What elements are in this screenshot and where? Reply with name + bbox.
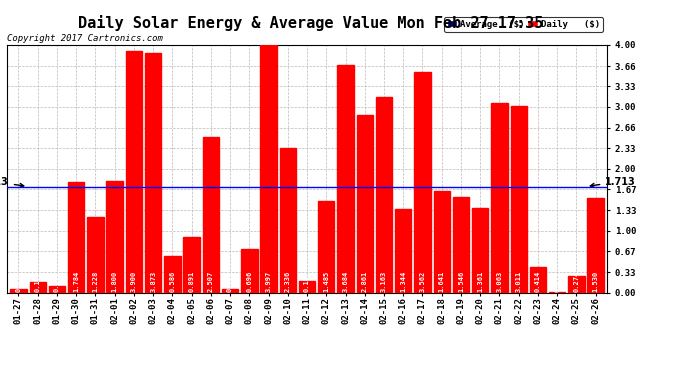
Text: 1.361: 1.361 [477, 271, 483, 292]
Text: 1.784: 1.784 [73, 271, 79, 292]
Text: 0.051: 0.051 [227, 271, 233, 292]
Text: 3.163: 3.163 [381, 271, 387, 292]
Text: 3.997: 3.997 [266, 271, 272, 292]
Text: 1.485: 1.485 [324, 271, 329, 292]
Bar [164, 256, 181, 292]
Bar [241, 249, 257, 292]
Bar [511, 106, 527, 292]
Bar [49, 286, 65, 292]
Text: 0.891: 0.891 [188, 271, 195, 292]
Bar [145, 53, 161, 292]
Bar [472, 208, 489, 292]
Bar [357, 116, 373, 292]
Text: 0.187: 0.187 [304, 271, 310, 292]
Text: 3.684: 3.684 [342, 271, 348, 292]
Text: 0.274: 0.274 [573, 271, 580, 292]
Bar [184, 237, 200, 292]
Bar [433, 191, 450, 292]
Bar [395, 209, 411, 292]
Text: 0.414: 0.414 [535, 271, 541, 292]
Bar [530, 267, 546, 292]
Text: 1.228: 1.228 [92, 271, 99, 292]
Text: 1.713: 1.713 [591, 177, 636, 187]
Bar [126, 51, 142, 292]
Text: 3.063: 3.063 [496, 271, 502, 292]
Bar [87, 216, 104, 292]
Text: 2.861: 2.861 [362, 271, 368, 292]
Bar [222, 290, 238, 292]
Text: 3.562: 3.562 [420, 271, 426, 292]
Bar [587, 198, 604, 292]
Bar [68, 182, 84, 292]
Text: 1.800: 1.800 [112, 271, 118, 292]
Bar [260, 45, 277, 292]
Text: 1.344: 1.344 [400, 271, 406, 292]
Text: 0.696: 0.696 [246, 271, 253, 292]
Bar [491, 103, 508, 292]
Bar [453, 197, 469, 292]
Bar [279, 148, 296, 292]
Text: 0.058: 0.058 [15, 271, 21, 292]
Bar [30, 282, 46, 292]
Bar [106, 181, 123, 292]
Text: 1.713: 1.713 [0, 177, 23, 187]
Legend: Average  ($), Daily   ($): Average ($), Daily ($) [444, 17, 602, 32]
Bar [10, 289, 27, 292]
Text: 1.641: 1.641 [439, 271, 445, 292]
Text: Copyright 2017 Cartronics.com: Copyright 2017 Cartronics.com [7, 33, 163, 42]
Text: 0.177: 0.177 [34, 271, 41, 292]
Text: 2.507: 2.507 [208, 271, 214, 292]
Text: 1.530: 1.530 [593, 271, 599, 292]
Text: 0.586: 0.586 [169, 271, 175, 292]
Text: 0.011: 0.011 [554, 271, 560, 292]
Text: 3.011: 3.011 [515, 271, 522, 292]
Text: 3.900: 3.900 [131, 271, 137, 292]
Bar [318, 201, 335, 292]
Bar [299, 281, 315, 292]
Bar [203, 137, 219, 292]
Text: 2.336: 2.336 [285, 271, 290, 292]
Text: 0.105: 0.105 [54, 271, 60, 292]
Bar [569, 276, 584, 292]
Text: Daily Solar Energy & Average Value Mon Feb 27 17:35: Daily Solar Energy & Average Value Mon F… [78, 15, 543, 31]
Bar [337, 64, 354, 292]
Text: 1.546: 1.546 [458, 271, 464, 292]
Text: 3.873: 3.873 [150, 271, 156, 292]
Bar [414, 72, 431, 292]
Bar [376, 97, 392, 292]
